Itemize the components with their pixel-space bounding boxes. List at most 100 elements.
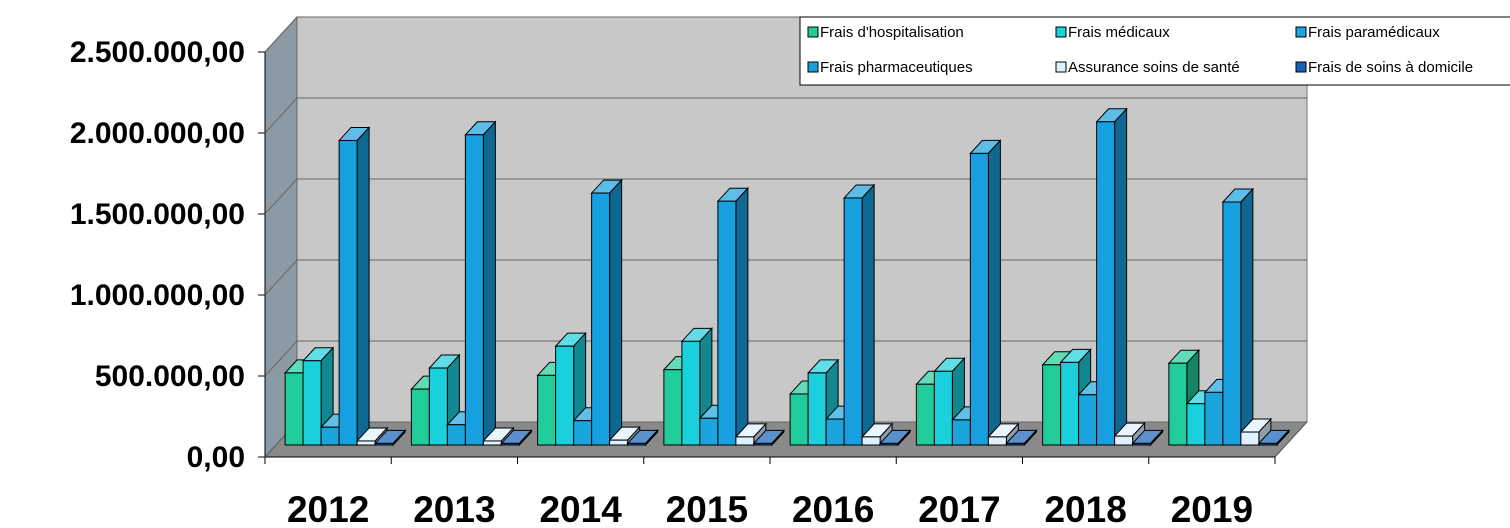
bar [555, 345, 575, 446]
bar-group [373, 429, 407, 447]
bar [951, 419, 971, 446]
bar [482, 440, 502, 446]
bar [627, 442, 647, 446]
bar [1114, 435, 1134, 446]
legend-swatch [1295, 61, 1307, 73]
bar [753, 442, 773, 446]
bar [464, 134, 484, 446]
bar [320, 426, 340, 446]
bar [1168, 362, 1188, 446]
bar [1240, 431, 1260, 446]
x-tick-label: 2016 [792, 489, 874, 528]
x-tick-label: 2015 [666, 489, 748, 528]
x-tick-label: 2014 [539, 489, 622, 528]
bar [338, 139, 358, 446]
legend-box [799, 16, 1510, 86]
bar [284, 372, 304, 446]
legend-label: Frais médicaux [1068, 24, 1170, 41]
bar-side [609, 178, 623, 447]
legend-label: Frais d'hospitalisation [820, 24, 964, 41]
y-tick-label: 2.000.000,00 [70, 117, 245, 150]
bar-side [482, 120, 496, 447]
bar-group [1221, 187, 1255, 447]
bar [1078, 394, 1098, 446]
bar [428, 367, 448, 446]
legend-swatch [807, 26, 819, 38]
bar-group [590, 178, 623, 447]
legend-swatch [1055, 61, 1067, 73]
bar [663, 369, 683, 446]
bar [1258, 442, 1278, 446]
bar-group [1257, 429, 1291, 447]
bar [537, 374, 557, 446]
legend-label: Frais de soins à domicile [1308, 59, 1473, 76]
bar [500, 442, 520, 446]
legend: Frais d'hospitalisation Frais médicaux Fra… [799, 16, 1510, 86]
bar-group [969, 139, 1002, 447]
x-tick-label: 2012 [287, 489, 369, 528]
bar [825, 418, 845, 446]
bar [1096, 121, 1116, 446]
bar-group [500, 429, 533, 447]
bar [591, 192, 611, 446]
bar-group [626, 429, 659, 447]
bar [933, 370, 953, 446]
bar-group [878, 429, 912, 447]
bar-group [842, 183, 876, 447]
bar [1132, 442, 1152, 446]
bar [573, 420, 593, 446]
legend-swatch [807, 61, 819, 73]
bar [735, 436, 755, 446]
y-tick-label: 500.000,00 [95, 360, 245, 393]
bar-group [1095, 107, 1128, 447]
bar [843, 197, 863, 446]
legend-label: Frais pharmaceutiques [820, 59, 973, 76]
bar-group [464, 120, 497, 447]
bar [915, 383, 935, 446]
bar [807, 372, 827, 446]
bar [609, 439, 629, 446]
x-tick-label: 2013 [413, 489, 495, 528]
bar [1060, 361, 1080, 446]
bar [681, 340, 701, 446]
grid-line [264, 97, 1307, 134]
bar [717, 200, 737, 446]
bar [1204, 391, 1224, 446]
bar-side [1240, 187, 1254, 447]
bar [699, 417, 719, 446]
legend-swatch [1055, 26, 1067, 38]
x-tick-label: 2017 [918, 489, 1000, 528]
legend-label: Frais paramédicaux [1308, 24, 1440, 41]
bar [879, 442, 899, 446]
bar [987, 436, 1007, 446]
bar [789, 393, 809, 446]
bar-group [752, 429, 786, 447]
bar [446, 424, 466, 446]
y-tick-label: 1.500.000,00 [70, 198, 245, 231]
bar-side [1114, 107, 1128, 447]
bar-group [1005, 429, 1038, 447]
bar [1005, 442, 1025, 446]
bar-group [337, 126, 371, 447]
y-tick-label: 1.000.000,00 [70, 279, 245, 312]
bar [302, 360, 322, 446]
x-tick-label: 2018 [1044, 489, 1126, 528]
bar-group [716, 186, 750, 447]
x-tick-label: 2019 [1171, 489, 1253, 528]
bar-side [356, 126, 370, 447]
legend-swatch [1295, 26, 1307, 38]
bar [356, 440, 376, 446]
bar-side [987, 139, 1001, 447]
bar [374, 442, 394, 446]
y-tick-label: 0,00 [187, 441, 245, 474]
bar-group [1131, 429, 1164, 447]
bar [969, 152, 989, 446]
bar [861, 436, 881, 446]
bar [1042, 364, 1062, 446]
bar [1186, 403, 1206, 446]
bar [1222, 201, 1242, 446]
bar-side [861, 183, 875, 447]
bar-side [735, 186, 749, 447]
y-tick-label: 2.500.000,00 [70, 36, 245, 69]
